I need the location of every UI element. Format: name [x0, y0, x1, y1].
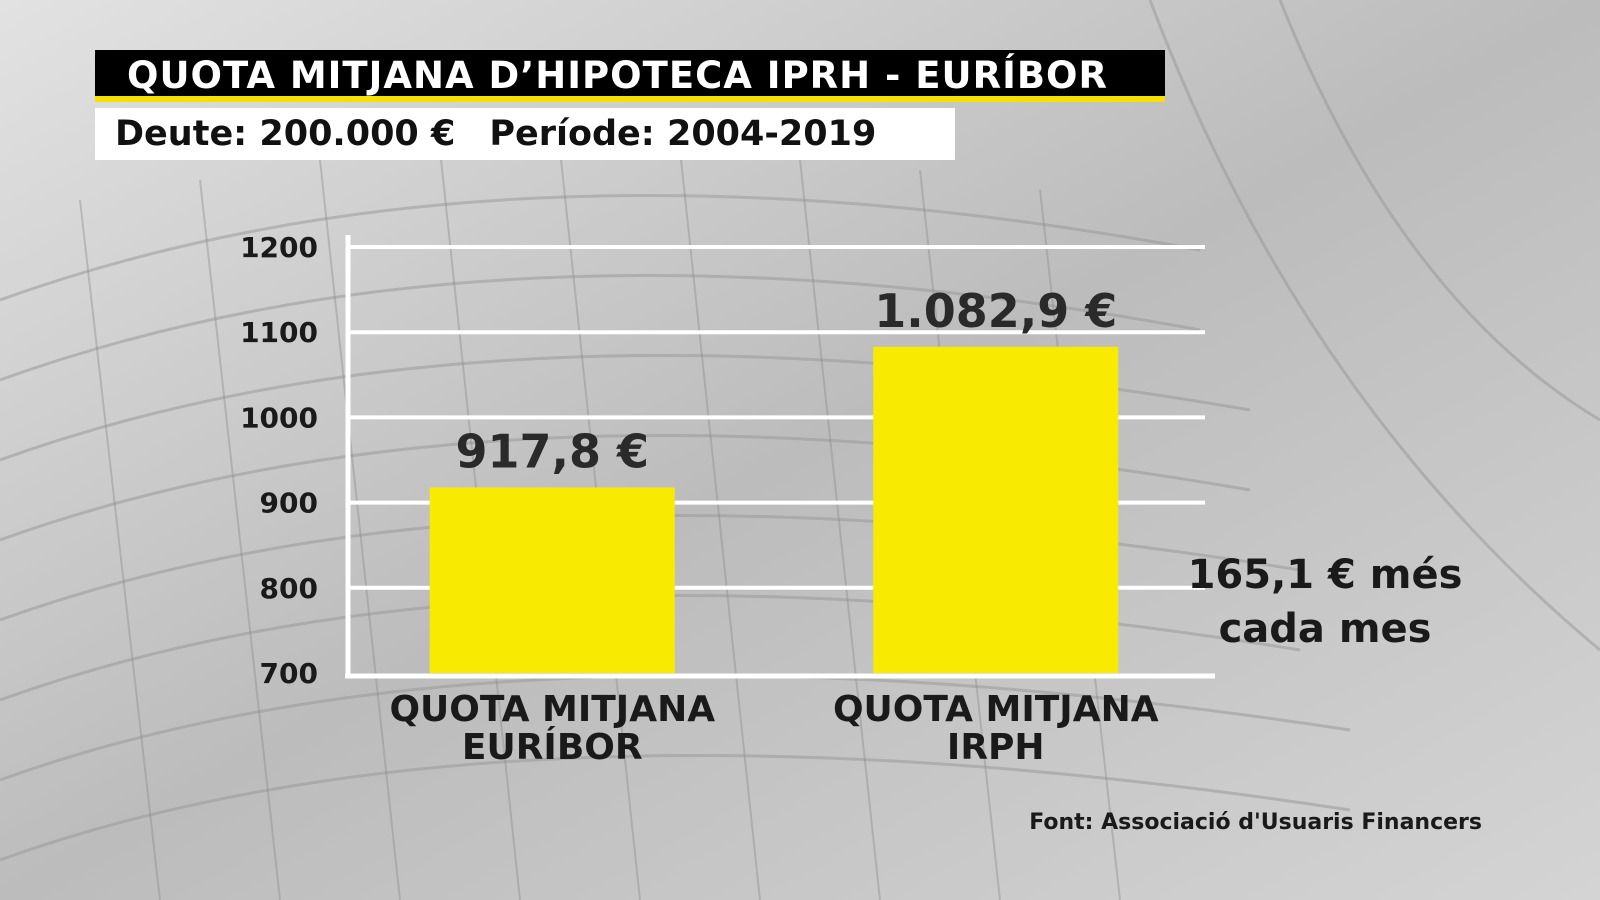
y-tick-label: 800 — [260, 572, 318, 605]
difference-line-1: 165,1 € més — [1187, 552, 1463, 598]
y-tick-label: 1100 — [240, 316, 318, 349]
bar — [873, 346, 1119, 673]
x-tick-label: QUOTA MITJANA — [833, 689, 1159, 730]
difference-line-2: cada mes — [1218, 606, 1432, 652]
chart-title: QUOTA MITJANA D’HIPOTECA IPRH - EURÍBOR — [95, 50, 1165, 102]
y-tick-label: 700 — [260, 657, 318, 690]
x-tick-label: QUOTA MITJANA — [389, 689, 715, 730]
data-label: 917,8 € — [455, 424, 649, 478]
y-tick-label: 1200 — [240, 231, 318, 264]
y-tick-label: 900 — [260, 487, 318, 520]
y-tick-label: 1000 — [240, 401, 318, 434]
source-note: Font: Associació d'Usuaris Financers — [1029, 810, 1482, 835]
debt-label: Deute: 200.000 € — [115, 114, 456, 154]
x-tick-label: EURÍBOR — [462, 726, 643, 768]
x-tick-label: IRPH — [947, 727, 1045, 768]
bar — [429, 487, 675, 673]
data-label: 1.082,9 € — [874, 284, 1117, 338]
difference-annotation: 165,1 € més cada mes — [1175, 548, 1475, 656]
period-label: Període: 2004-2019 — [489, 114, 877, 154]
chart-subtitle: Deute: 200.000 € Període: 2004-2019 — [95, 108, 955, 160]
